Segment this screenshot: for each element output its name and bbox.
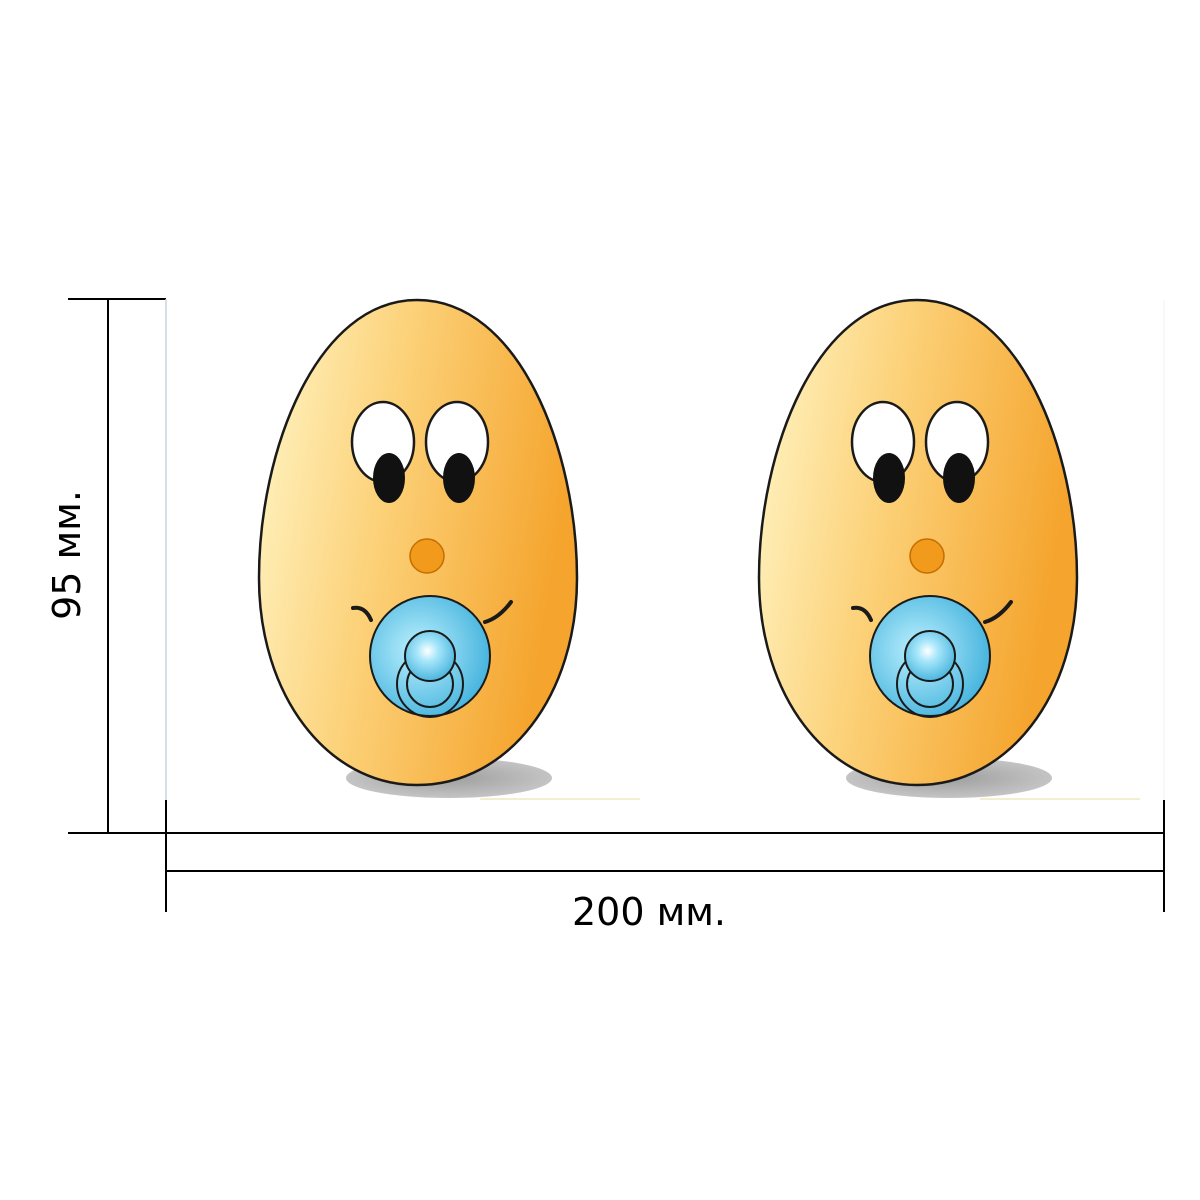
baby-egg-right [757,298,1079,800]
baby-egg-left [257,298,579,800]
width-label: 200 мм. [572,890,726,934]
height-label: 95 мм. [45,490,89,620]
width-dimension: 200 мм. [165,800,1165,934]
height-dimension: 95 мм. [45,298,167,834]
